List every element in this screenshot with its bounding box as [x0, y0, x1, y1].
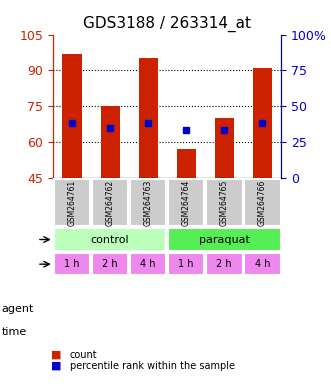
- Bar: [92, 253, 128, 275]
- Text: GSM264765: GSM264765: [220, 179, 229, 226]
- Text: 1 h: 1 h: [64, 259, 80, 269]
- Text: GSM264761: GSM264761: [68, 179, 76, 226]
- Bar: [101, 106, 119, 178]
- Text: 1 h: 1 h: [178, 259, 194, 269]
- Text: percentile rank within the sample: percentile rank within the sample: [70, 361, 234, 371]
- Title: GDS3188 / 263314_at: GDS3188 / 263314_at: [83, 16, 251, 32]
- Bar: [177, 149, 196, 178]
- Text: 4 h: 4 h: [140, 259, 156, 269]
- Bar: [130, 253, 166, 275]
- Text: GSM264766: GSM264766: [258, 179, 267, 226]
- Text: count: count: [70, 350, 97, 360]
- Bar: [206, 253, 243, 275]
- Bar: [139, 58, 158, 178]
- Bar: [244, 179, 281, 226]
- Bar: [92, 179, 128, 226]
- Bar: [253, 68, 272, 178]
- Bar: [130, 179, 166, 226]
- Bar: [54, 228, 166, 251]
- Text: paraquat: paraquat: [199, 235, 250, 245]
- Bar: [54, 179, 90, 226]
- Bar: [168, 179, 205, 226]
- Bar: [168, 253, 205, 275]
- Text: agent: agent: [2, 304, 34, 314]
- Text: GSM264764: GSM264764: [182, 179, 191, 226]
- Text: 2 h: 2 h: [216, 259, 232, 269]
- Text: GSM264762: GSM264762: [106, 179, 115, 226]
- Text: GSM264763: GSM264763: [144, 179, 153, 226]
- Bar: [63, 54, 81, 178]
- Text: 2 h: 2 h: [102, 259, 118, 269]
- Bar: [54, 253, 90, 275]
- Text: 4 h: 4 h: [255, 259, 270, 269]
- Text: ■: ■: [51, 350, 62, 360]
- Bar: [168, 228, 281, 251]
- Bar: [215, 118, 234, 178]
- Text: ■: ■: [51, 361, 62, 371]
- Bar: [244, 253, 281, 275]
- Bar: [206, 179, 243, 226]
- Text: time: time: [2, 327, 27, 337]
- Text: control: control: [91, 235, 129, 245]
